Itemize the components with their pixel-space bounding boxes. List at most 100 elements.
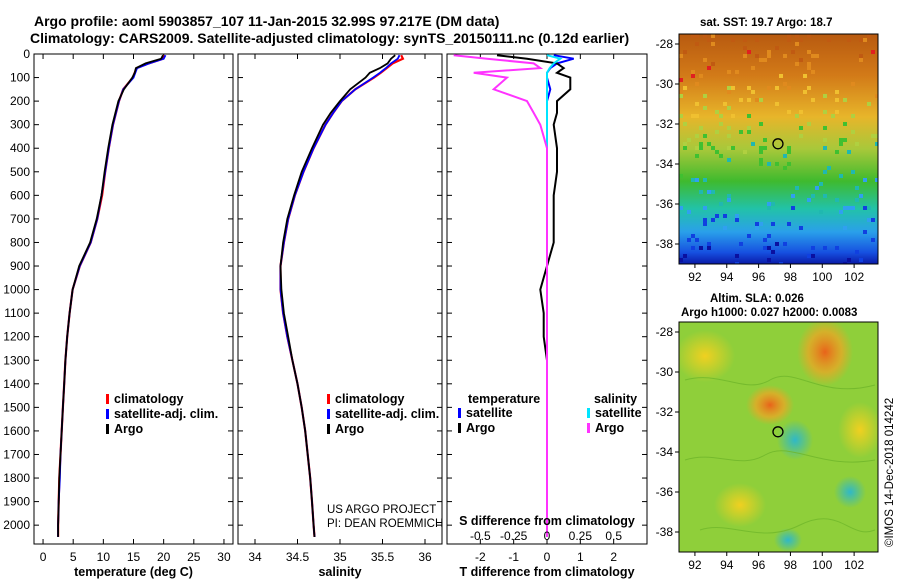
sst-pixel [875,178,878,182]
legend-label: Argo [595,421,625,435]
sst-pixel [843,98,847,102]
sst-pixel [771,250,775,254]
sst-pixel [703,106,707,110]
series-line-argo [279,54,396,537]
x-tick-label: 25 [187,550,201,564]
x-axis-label: T difference from climatology [459,565,634,579]
sst-pixel [767,246,771,250]
sst-pixel [839,174,843,178]
sst-pixel [767,162,771,166]
legend-header-salinity: salinity [594,392,637,406]
sst-pixel [815,54,819,58]
x-tick-label: 30 [217,550,231,564]
sst-pixel [795,114,799,118]
legend-label: satellite [466,406,513,420]
sst-pixel [775,46,779,50]
sst-pixel [767,54,771,58]
sst-pixel [699,142,703,146]
y-tick-label: 1700 [3,447,30,461]
sst-pixel [747,86,751,90]
sst-pixel [835,98,839,102]
sla-map-subtitle: Argo h1000: 0.027 h2000: 0.0083 [681,307,857,319]
legend-swatch [327,394,330,404]
sst-pixel [691,114,695,118]
sst-pixel [751,90,755,94]
sst-pixel [871,134,875,138]
series-line-satellite-adj-clim- [279,54,401,537]
map-x-tick-label: 100 [812,558,832,572]
sst-pixel [699,146,703,150]
sst-pixel [823,94,827,98]
sst-pixel [731,86,735,90]
sst-pixel [755,98,759,102]
y-tick-label: 300 [10,118,30,132]
sst-pixel [727,126,731,130]
sst-pixel [787,150,791,154]
sst-pixel [767,202,771,206]
sst-pixel [727,134,731,138]
sst-pixel [843,206,847,210]
sst-pixel [763,238,767,242]
figure-title-line1: Argo profile: aoml 5903857_107 11-Jan-20… [34,13,499,29]
y-tick-label: 0 [23,47,30,61]
sst-pixel [859,38,863,42]
sst-pixel [767,86,771,90]
sst-pixel [727,198,731,202]
legend-label: satellite-adj. clim. [114,407,218,421]
sst-pixel [767,258,771,262]
sst-pixel [707,190,711,194]
legend-label: climatology [114,392,184,406]
sst-pixel [787,38,791,42]
sst-pixel [759,122,763,126]
sst-pixel [799,58,803,62]
sst-pixel [695,34,699,38]
sst-pixel [731,38,735,42]
sst-pixel [859,194,863,198]
sst-pixel [687,138,691,142]
sst-pixel [699,246,703,250]
sst-pixel [863,206,867,210]
sst-pixel [703,206,707,210]
sst-pixel [679,54,683,58]
legend-header-temperature: temperature [468,392,540,406]
y-tick-label: 500 [10,165,30,179]
temperature-panel: 0100200300400500600700800900100011001200… [3,47,234,579]
y-tick-label: 1300 [3,353,30,367]
sst-pixel [807,122,811,126]
series-line-temperature-satellite [546,54,574,537]
sst-pixel [827,38,831,42]
x-tick-label: 2 [610,550,617,564]
sst-pixel [683,50,687,54]
sst-pixel [711,62,715,66]
sst-pixel [767,50,771,54]
sst-pixel [867,206,871,210]
sst-pixel [723,102,727,106]
sst-pixel [839,138,843,142]
sst-pixel [795,42,799,46]
x-tick-label: 10 [97,550,111,564]
sla-map-axes: 92 94 96 98 100 102 -28 -30 -32 -34 -36 -38 [656,325,865,572]
sst-pixel [731,146,735,150]
series-line-climatology [279,54,405,537]
sst-pixel [755,226,759,230]
s-tick-label: 0.5 [605,529,622,543]
s-diff-axis-label: S difference from climatology [459,514,635,528]
sst-pixel [683,146,687,150]
s-tick-label: 0.25 [569,529,593,543]
s-tick-label: -0.5 [470,529,491,543]
sst-pixel [683,122,687,126]
legend-swatch [106,424,109,434]
sst-pixel [867,218,871,222]
sst-pixel [703,218,707,222]
sst-pixel [875,142,878,146]
sla-map-panel: Altim. SLA: 0.026 Argo h1000: 0.027 h200… [656,293,879,572]
sst-pixel [691,70,695,74]
sst-pixel [691,178,695,182]
sst-pixel [715,150,719,154]
x-axis-label: temperature (deg C) [74,565,193,579]
sst-pixel [791,194,795,198]
sst-pixel [875,134,878,138]
sst-pixel [735,70,739,74]
y-tick-label: 1600 [3,424,30,438]
sst-pixel [835,90,839,94]
